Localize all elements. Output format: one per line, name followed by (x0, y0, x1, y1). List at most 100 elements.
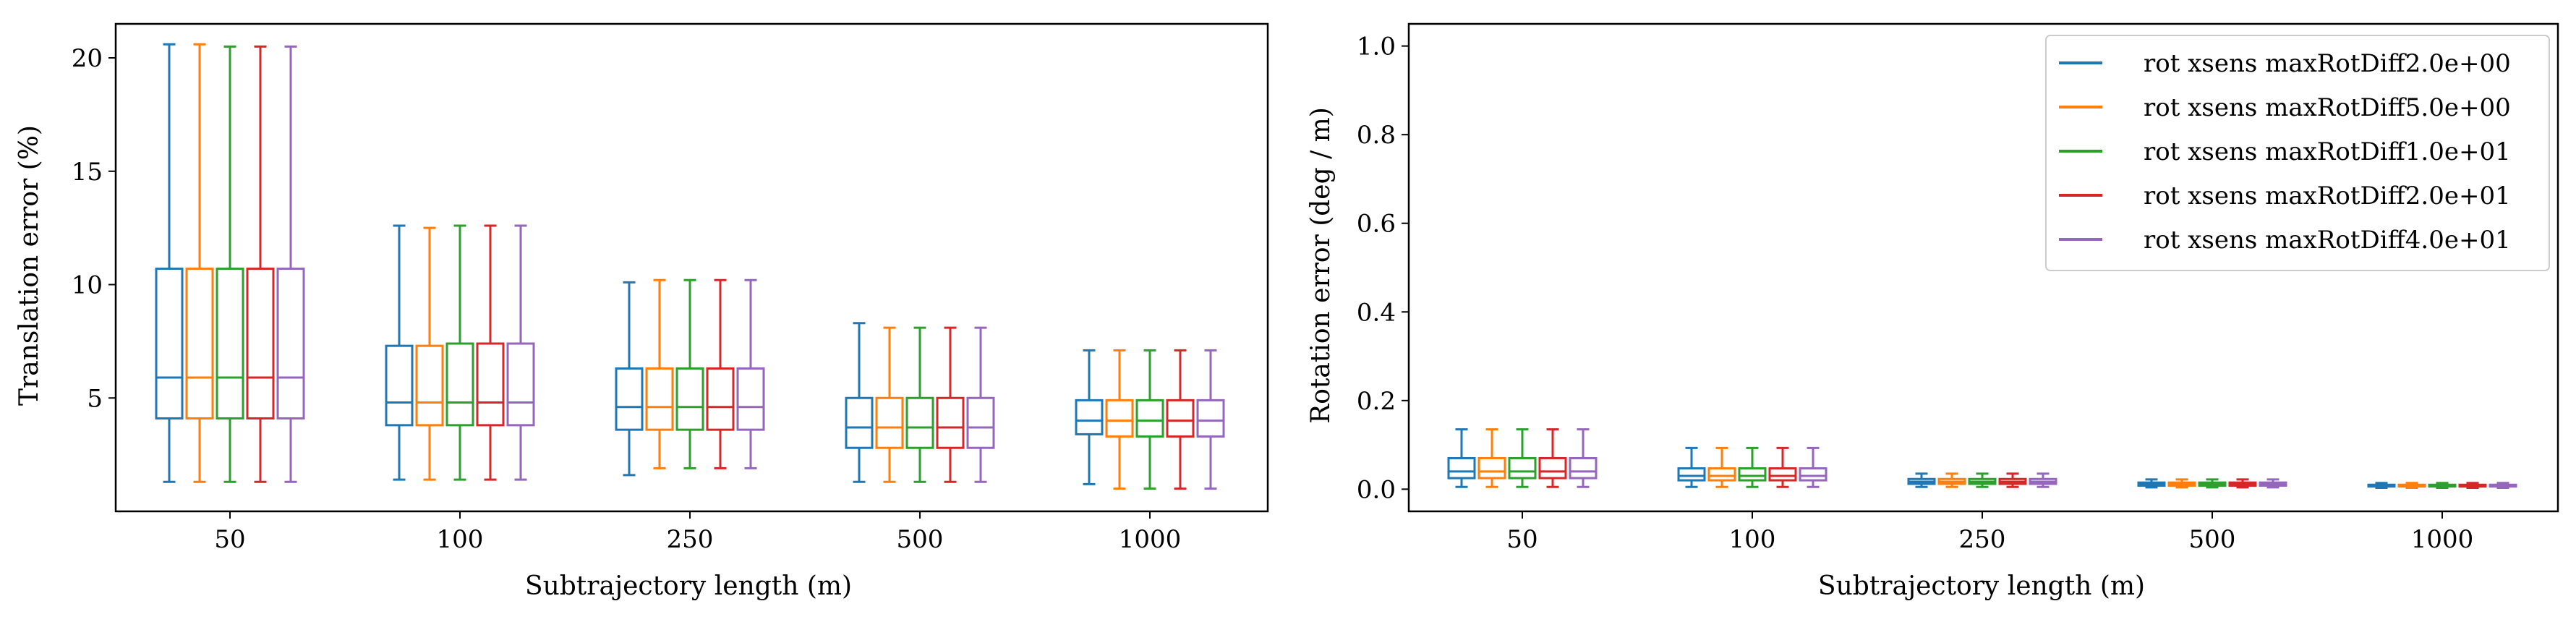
translation-x-axis-label: Subtrajectory length (m) (525, 571, 852, 601)
box-iqr (445, 342, 474, 427)
translation-y-tick-label: 10 (72, 271, 103, 300)
translation-box-1000-s0 (1075, 349, 1104, 485)
rotation-box-50-s0 (1447, 428, 1476, 488)
box-iqr (276, 268, 305, 419)
box-iqr (615, 367, 644, 431)
translation-box-250-s2 (675, 278, 704, 469)
box-iqr (1768, 467, 1797, 482)
rotation-box-50-s1 (1477, 428, 1506, 488)
box-iqr (736, 367, 765, 431)
rotation-y-tick-label: 1.0 (1357, 33, 1396, 61)
translation-plot-frame (114, 22, 1269, 513)
translation-x-tick-label: 500 (897, 525, 944, 554)
translation-box-250-s0 (615, 281, 644, 477)
box-iqr (966, 396, 995, 449)
translation-box-100-s4 (506, 224, 535, 481)
box-iqr (1707, 467, 1736, 482)
box-iqr (246, 268, 275, 419)
box-iqr (645, 367, 674, 431)
translation-x-tick-label: 50 (214, 525, 245, 554)
box-iqr (476, 342, 505, 427)
legend: rot xsens maxRotDiff2.0e+00 rot xsens max… (2045, 35, 2550, 271)
legend-item: rot xsens maxRotDiff4.0e+01 (2059, 226, 2511, 255)
box-iqr (845, 396, 874, 449)
rotation-box-1000-s4 (2488, 482, 2517, 490)
rotation-plot-frame (1407, 22, 2559, 513)
translation-y-tick-label: 5 (87, 384, 103, 413)
translation-x-tick-label: 1000 (1119, 525, 1182, 554)
rotation-box-250-s2 (1968, 472, 1997, 488)
rotation-box-500-s0 (2137, 478, 2166, 489)
box-iqr (706, 367, 735, 431)
translation-box-50-s4 (276, 45, 305, 483)
translation-box-1000-s1 (1105, 349, 1134, 490)
box-iqr (1508, 456, 1537, 480)
translation-box-250-s4 (736, 278, 765, 469)
translation-box-250-s3 (706, 278, 735, 469)
rotation-box-100-s4 (1799, 446, 1827, 488)
box-iqr (1738, 467, 1767, 482)
rotation-y-tick-label: 0.6 (1357, 210, 1396, 239)
box-iqr (506, 342, 535, 427)
box-iqr (1447, 456, 1476, 480)
box-iqr (1677, 467, 1706, 482)
rotation-box-250-s3 (1998, 472, 2027, 488)
translation-box-50-s3 (246, 45, 275, 483)
box-iqr (216, 268, 244, 419)
translation-box-100-s3 (476, 224, 505, 481)
rotation-box-50-s3 (1538, 428, 1567, 488)
rotation-y-tick-label: 0.8 (1357, 121, 1396, 150)
legend-label: rot xsens maxRotDiff4.0e+01 (2144, 226, 2511, 255)
translation-box-500-s0 (845, 322, 874, 483)
rotation-box-100-s0 (1677, 446, 1706, 488)
rotation-box-500-s1 (2167, 478, 2196, 489)
translation-x-tick-label: 250 (667, 525, 714, 554)
rotation-box-1000-s1 (2397, 482, 2426, 490)
rotation-x-tick-label: 100 (1729, 525, 1776, 554)
rotation-error-panel: Rotation error (deg / m) Subtrajectory l… (1306, 22, 2559, 601)
box-iqr (1477, 456, 1506, 480)
legend-frame (2045, 35, 2550, 271)
translation-box-250-s1 (645, 278, 674, 469)
box-iqr (1569, 456, 1598, 480)
rotation-y-axis-label: Rotation error (deg / m) (1306, 107, 1336, 424)
box-iqr (875, 396, 904, 449)
box-iqr (1166, 399, 1195, 438)
rotation-box-100-s1 (1707, 446, 1736, 488)
legend-label: rot xsens maxRotDiff2.0e+00 (2144, 49, 2511, 78)
rotation-box-500-s4 (2259, 478, 2287, 489)
legend-item: rot xsens maxRotDiff5.0e+00 (2059, 93, 2511, 122)
box-iqr (1196, 399, 1225, 438)
translation-error-panel: Translation error (%) Subtrajectory leng… (14, 22, 1269, 601)
translation-box-1000-s2 (1135, 349, 1164, 490)
translation-box-100-s1 (415, 226, 444, 481)
translation-box-50-s0 (155, 43, 184, 483)
rotation-box-250-s4 (2029, 472, 2057, 488)
box-iqr (385, 344, 414, 427)
translation-y-axis-label: Translation error (%) (14, 125, 44, 406)
translation-box-1000-s4 (1196, 349, 1225, 490)
rotation-box-500-s2 (2198, 478, 2227, 489)
box-iqr (1799, 467, 1827, 482)
rotation-box-1000-s2 (2428, 482, 2457, 490)
box-iqr (905, 396, 934, 449)
rotation-box-100-s2 (1738, 446, 1767, 488)
translation-x-tick-label: 100 (437, 525, 484, 554)
rotation-box-250-s1 (1937, 472, 1966, 488)
translation-box-1000-s3 (1166, 349, 1195, 490)
rotation-box-500-s3 (2228, 478, 2257, 489)
rotation-x-axis-label: Subtrajectory length (m) (1818, 571, 2145, 601)
box-iqr (415, 344, 444, 427)
translation-box-500-s1 (875, 326, 904, 483)
rotation-box-100-s3 (1768, 446, 1797, 488)
box-iqr (185, 268, 214, 419)
box-iqr (155, 268, 184, 419)
rotation-x-tick-label: 250 (1959, 525, 2006, 554)
translation-box-500-s2 (905, 326, 934, 483)
rotation-x-tick-label: 1000 (2411, 525, 2474, 554)
translation-box-500-s4 (966, 326, 995, 483)
box-iqr (936, 396, 965, 449)
rotation-y-tick-label: 0.2 (1357, 387, 1396, 416)
box-iqr (1538, 456, 1567, 480)
